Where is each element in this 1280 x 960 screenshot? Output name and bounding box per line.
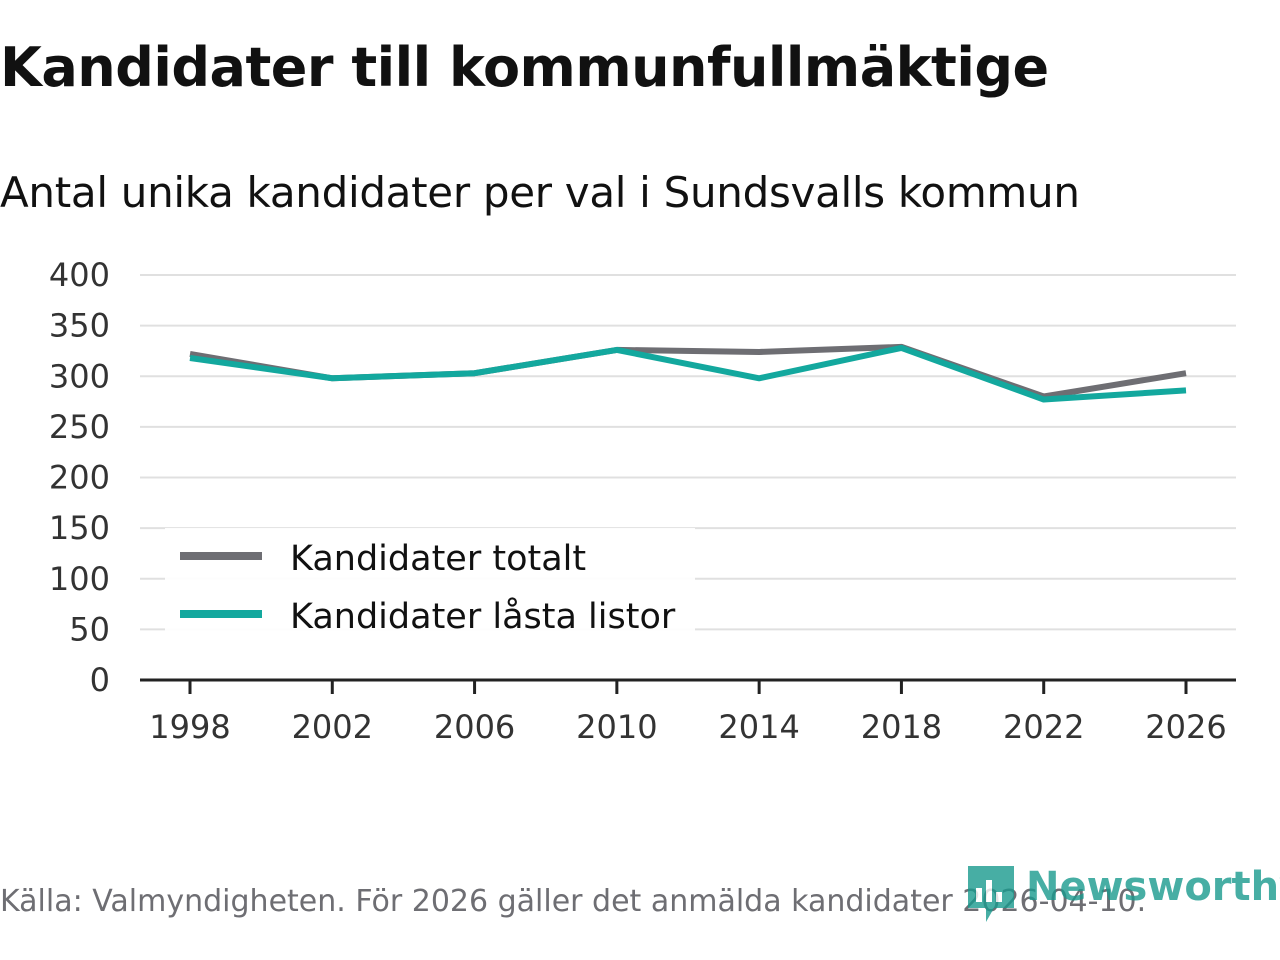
x-tick-label: 1998 xyxy=(149,708,230,746)
x-tick-label: 2014 xyxy=(718,708,799,746)
x-tick-label: 2022 xyxy=(1003,708,1084,746)
y-tick-label: 150 xyxy=(49,509,110,547)
y-axis-ticks: 0 50 100 150 200 250 300 350 400 xyxy=(49,256,110,699)
brand-name: Newsworthy xyxy=(1026,864,1280,910)
legend-label-kandidater-totalt: Kandidater totalt xyxy=(290,539,586,579)
series-line-0 xyxy=(189,343,1187,400)
legend-label-kandidater-lasta-listor: Kandidater låsta listor xyxy=(290,596,676,637)
series-lines xyxy=(189,343,1187,403)
x-axis: 1998 2002 2006 2010 2014 2018 2022 2026 xyxy=(140,678,1236,746)
y-tick-label: 50 xyxy=(69,610,110,648)
x-tick-label: 2006 xyxy=(434,708,515,746)
series-line-1 xyxy=(189,344,1187,403)
chart-title: Kandidater till kommunfullmäktige xyxy=(0,36,1049,99)
y-tick-label: 0 xyxy=(90,661,110,699)
x-tick-label: 2010 xyxy=(576,708,657,746)
y-tick-label: 350 xyxy=(49,307,110,345)
newsworthy-logo-icon xyxy=(968,866,1014,922)
source-note: Källa: Valmyndigheten. För 2026 gäller d… xyxy=(0,884,1147,919)
brand-logo: Newsworthy xyxy=(964,862,1280,928)
y-tick-label: 300 xyxy=(49,357,110,395)
y-tick-label: 250 xyxy=(49,408,110,446)
y-tick-label: 100 xyxy=(49,560,110,598)
x-tick-label: 2018 xyxy=(861,708,942,746)
y-tick-label: 400 xyxy=(49,256,110,294)
legend-background xyxy=(165,528,695,648)
x-tick-label: 2002 xyxy=(292,708,373,746)
x-tick-label: 2026 xyxy=(1145,708,1226,746)
legend: Kandidater totalt Kandidater låsta listo… xyxy=(165,528,695,648)
y-tick-label: 200 xyxy=(49,459,110,497)
chart-subtitle: Antal unika kandidater per val i Sundsva… xyxy=(0,168,1080,217)
